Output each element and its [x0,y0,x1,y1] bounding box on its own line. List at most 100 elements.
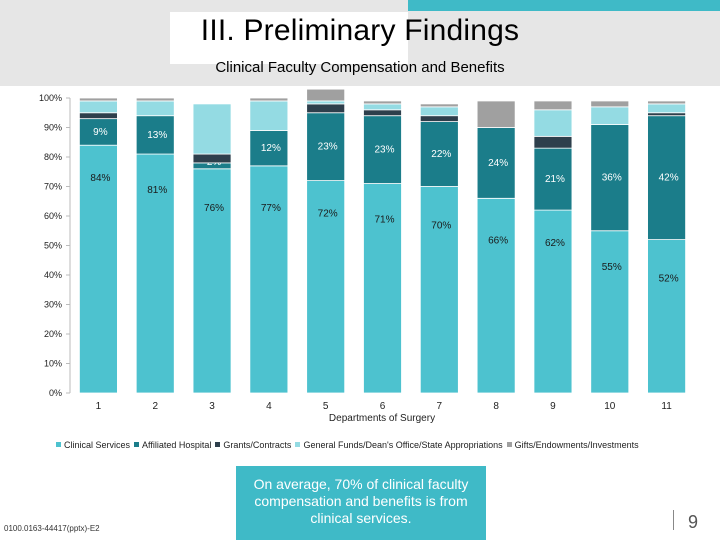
legend-item: General Funds/Dean's Office/State Approp… [295,440,503,450]
x-axis-title: Departments of Surgery [329,413,435,424]
bar-segment [79,97,118,102]
bar-segment [476,100,516,128]
bar-segment [476,197,516,394]
bar-segment [533,209,573,394]
y-tick-label: 80% [44,152,62,162]
bar-segment [647,239,686,394]
bar-segment [192,168,232,394]
stacked-bar-chart: 0% 10% 20% 30% 40% 50% 60% 70% 80% 90% 100% 84% 9% 1 8… [39,88,686,424]
bar-segment [419,186,459,394]
data-label: 12% [261,143,281,154]
x-tick-label: 4 [266,401,272,412]
data-label: 23% [318,142,338,153]
legend-label: Grants/Contracts [223,440,292,450]
bar-segment [533,135,573,149]
data-label: 72% [318,209,338,220]
bar-segment [192,153,232,164]
bar-segment [647,112,686,117]
bar-segment [249,100,289,131]
x-tick-label: 9 [550,401,556,412]
title-backdrop [170,12,408,64]
y-tick-label: 30% [44,300,62,310]
bar-segment [419,121,459,187]
bar-segment [590,100,630,108]
data-label: 81% [147,185,167,196]
data-label: 55% [602,262,622,273]
bar-segment [363,103,402,111]
accent-bar [408,0,720,11]
data-label: 36% [602,173,622,184]
bar-segment [647,103,686,114]
data-label: 22% [431,149,451,160]
bar-segment [590,106,630,125]
bar-segment [306,112,346,181]
bar-segment [192,103,232,155]
y-tick-label: 50% [44,241,62,251]
bar-segment [363,115,402,184]
legend-label: Gifts/Endowments/Investments [514,440,639,450]
bar-segment [135,97,175,102]
bar-segment [249,165,289,394]
legend-label: Affiliated Hospital [142,440,212,450]
legend-item: Affiliated Hospital [134,440,211,450]
legend-swatch [506,442,512,447]
bar-segment [79,100,118,114]
data-label: 62% [545,238,565,249]
legend-label: General Funds/Dean's Office/State Approp… [303,440,503,450]
page-number: 9 [688,512,699,532]
bar-segment [533,147,573,211]
legend-swatch [56,442,61,447]
y-tick-label: 100% [39,93,62,103]
data-label: 84% [90,173,110,184]
y-tick-label: 20% [44,329,62,339]
y-tick-label: 70% [44,182,62,192]
bar-segment [419,115,459,122]
data-label: 71% [374,215,394,226]
x-tick-label: 2 [152,401,158,412]
bar-segment [306,103,346,114]
data-label: 77% [261,203,281,214]
document-code: 0100.0163-44417(pptx)-E2 [4,524,100,533]
x-tick-label: 3 [209,401,215,412]
legend-item: Gifts/Endowments/Investments [506,440,639,450]
legend-swatch [215,442,221,447]
bar-segment [476,127,516,199]
callout-box: On average, 70% of clinical faculty comp… [236,466,486,540]
data-label: 70% [431,221,451,232]
x-tick-label: 8 [493,401,499,412]
bar-segment [306,180,346,394]
x-tick-label: 6 [380,401,386,412]
data-label: 23% [374,145,394,156]
bar-segment [363,100,402,105]
legend-item: Clinical Services [56,440,130,450]
y-tick-label: 10% [44,359,62,369]
bar-segment [249,97,289,102]
legend-swatch [295,442,301,447]
page-title: III. Preliminary Findings [200,14,520,47]
bar-segment [363,109,402,117]
chart-legend: Clinical Services Affiliated Hospital Gran… [56,440,720,454]
legend-swatch [134,442,140,447]
bar-segment [363,183,402,394]
data-label: 76% [204,203,224,214]
x-tick-label: 7 [437,401,443,412]
bar-segment [419,106,459,117]
x-tick-label: 10 [604,401,616,412]
data-label: 24% [488,158,508,169]
bar-segment [135,100,175,117]
data-label: 21% [545,174,565,185]
y-tick-label: 40% [44,270,62,280]
bar-segment [590,230,630,394]
bar-segment [533,100,573,111]
bar-segment [419,103,459,108]
data-label: 13% [147,130,167,141]
bar-segment [306,88,346,102]
y-tick-label: 60% [44,211,62,221]
y-tick-label: 90% [44,123,62,133]
callout-text: On average, 70% of clinical faculty comp… [253,476,469,526]
page-divider [673,510,674,530]
data-label: 42% [659,173,679,184]
bar-segment [79,112,118,120]
data-label: 66% [488,235,508,246]
bar-segment [249,130,289,167]
